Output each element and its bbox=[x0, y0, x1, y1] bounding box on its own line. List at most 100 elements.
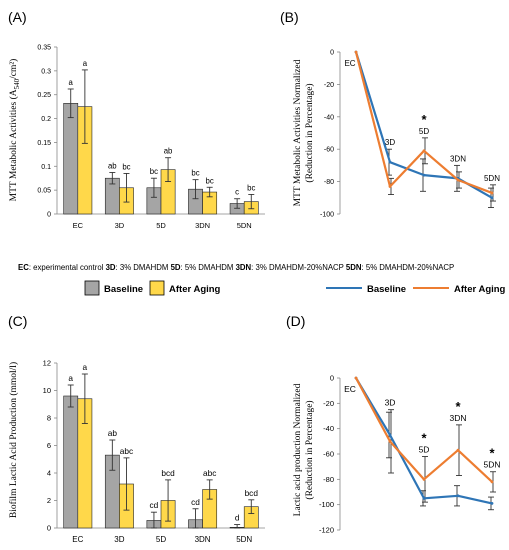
y-tick-label: 10 bbox=[43, 386, 51, 395]
data-point bbox=[456, 178, 460, 182]
significance-letter: a bbox=[83, 362, 88, 372]
data-point bbox=[388, 439, 392, 443]
data-point bbox=[456, 494, 460, 498]
point-label: EC bbox=[344, 384, 356, 394]
significance-letter: bcd bbox=[245, 488, 259, 498]
y-tick-label: 0.15 bbox=[37, 140, 51, 147]
x-tick-label: 3D bbox=[115, 221, 125, 230]
x-tick-label: 5DN bbox=[237, 221, 252, 230]
point-label: 3DN bbox=[449, 413, 466, 423]
significance-letter: bc bbox=[191, 169, 199, 178]
x-tick-label: 5DN bbox=[236, 535, 252, 544]
y-tick-label: -20 bbox=[323, 399, 334, 408]
panel-b-label: (B) bbox=[280, 9, 299, 25]
panel-c-label: (C) bbox=[8, 313, 27, 329]
significance-asterisk: * bbox=[489, 446, 495, 461]
y-tick-label: 0 bbox=[47, 212, 51, 219]
point-label: 3DN bbox=[450, 154, 466, 163]
significance-letter: c bbox=[235, 188, 239, 197]
x-tick-label: 5D bbox=[156, 535, 166, 544]
panel-b-ylabel-line2: (Reduction in Percentage) bbox=[304, 83, 315, 182]
y-tick-label: -100 bbox=[319, 500, 334, 509]
x-tick-label: EC bbox=[72, 535, 83, 544]
significance-letter: bc bbox=[247, 183, 255, 192]
y-tick-label: 12 bbox=[43, 359, 51, 368]
x-tick-label: 3DN bbox=[195, 535, 211, 544]
data-point bbox=[388, 185, 392, 188]
significance-letter: cd bbox=[150, 500, 159, 510]
point-label: 5D bbox=[419, 127, 429, 136]
significance-letter: ab bbox=[108, 161, 117, 170]
y-tick-label: -120 bbox=[319, 526, 334, 535]
significance-asterisk: * bbox=[455, 399, 461, 414]
y-tick-label: 0 bbox=[330, 374, 334, 383]
y-tick-label: -80 bbox=[323, 475, 334, 484]
y-tick-label: 8 bbox=[47, 414, 51, 423]
y-tick-label: 2 bbox=[47, 496, 51, 505]
y-tick-label: -100 bbox=[320, 212, 334, 219]
data-point bbox=[388, 160, 392, 164]
y-tick-label: 0.35 bbox=[37, 45, 51, 52]
data-point bbox=[354, 50, 358, 54]
significance-letter: a bbox=[69, 78, 74, 87]
point-label: EC bbox=[344, 59, 355, 68]
data-point bbox=[456, 448, 460, 452]
significance-asterisk: * bbox=[421, 112, 427, 127]
y-tick-label: 0.1 bbox=[41, 164, 51, 171]
y-tick-label: 0.25 bbox=[37, 92, 51, 99]
point-label: 3D bbox=[385, 138, 395, 147]
significance-asterisk: * bbox=[421, 431, 427, 446]
panel-d-ylabel-line1: Lactic acid production Normalized bbox=[293, 383, 303, 516]
y-tick-label: -20 bbox=[324, 82, 334, 89]
data-point bbox=[490, 502, 494, 505]
y-tick-label: 0 bbox=[47, 524, 51, 533]
panel-d-label: (D) bbox=[286, 313, 305, 329]
significance-letter: bcd bbox=[161, 468, 175, 478]
legend-after-aging-swatch bbox=[149, 280, 165, 296]
legend-line-after-aging-label: After Aging bbox=[454, 284, 506, 295]
y-tick-label: 0.3 bbox=[41, 68, 51, 75]
data-point bbox=[422, 477, 426, 481]
significance-letter: ab bbox=[108, 428, 118, 438]
x-tick-label: EC bbox=[73, 221, 84, 230]
panel-b-ylabel-line1: MTT Metabolic Activities Normalized bbox=[293, 59, 303, 206]
panel-c-ylabel: Biofilm Lactic Acid Production (mmol/l) bbox=[8, 362, 19, 518]
y-tick-label: 0.2 bbox=[41, 116, 51, 123]
significance-letter: cd bbox=[191, 497, 200, 507]
significance-letter: a bbox=[68, 373, 73, 383]
data-point bbox=[422, 173, 426, 177]
legend-baseline-label: Baseline bbox=[104, 284, 143, 295]
y-tick-label: -60 bbox=[323, 450, 334, 459]
x-tick-label: 3D bbox=[114, 535, 124, 544]
data-point bbox=[490, 196, 494, 200]
y-tick-label: -80 bbox=[324, 179, 334, 186]
data-point bbox=[422, 496, 426, 500]
point-label: 5D bbox=[419, 445, 430, 455]
legend-after-aging-label: After Aging bbox=[169, 284, 221, 295]
point-label: 5DN bbox=[484, 174, 500, 183]
chart-panel-c: 024681012ECaa3Dababc5Dcdbcd3DNcdabc5DNdb… bbox=[43, 359, 265, 544]
panel-a-label: (A) bbox=[8, 9, 27, 25]
chart-panel-b: 0 -20 -40 -60 -80 -100 EC 3D 5D 3DN 5DN * bbox=[320, 50, 500, 219]
data-point bbox=[422, 149, 426, 153]
legend-line-baseline-label: Baseline bbox=[367, 284, 406, 295]
y-tick-label: -40 bbox=[324, 114, 334, 121]
data-point bbox=[388, 433, 392, 437]
significance-letter: abc bbox=[203, 468, 216, 478]
significance-letter: bc bbox=[150, 167, 158, 176]
y-tick-label: -40 bbox=[323, 424, 334, 433]
significance-letter: a bbox=[83, 59, 88, 68]
bar-baseline bbox=[63, 395, 79, 529]
significance-letter: ab bbox=[164, 147, 173, 156]
significance-letter: bc bbox=[206, 176, 214, 185]
x-tick-label: 5D bbox=[156, 221, 166, 230]
legend-baseline-swatch bbox=[84, 280, 100, 296]
data-point bbox=[354, 376, 358, 380]
significance-letter: abc bbox=[120, 446, 133, 456]
y-tick-label: 6 bbox=[47, 441, 51, 450]
y-tick-label: -60 bbox=[324, 147, 334, 154]
x-tick-label: 3DN bbox=[195, 221, 210, 230]
